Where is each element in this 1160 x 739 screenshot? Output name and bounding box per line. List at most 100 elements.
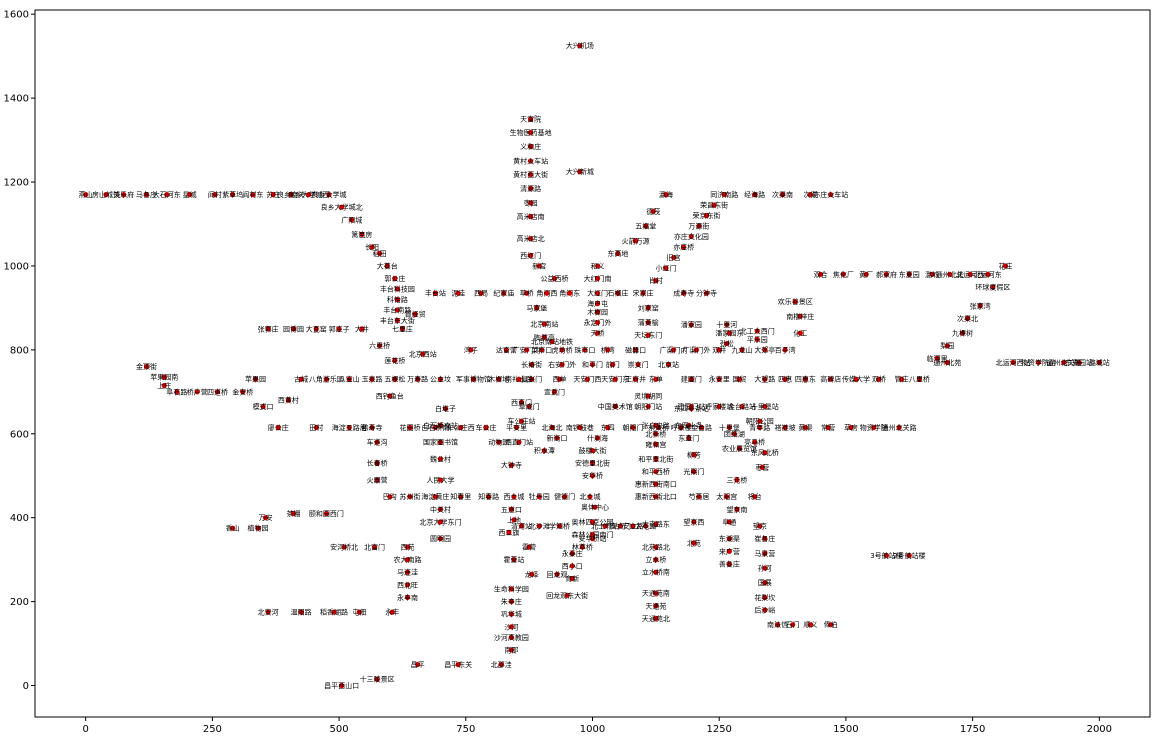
data-point: [374, 676, 380, 682]
point-label: 角门西: [536, 289, 557, 298]
data-point: [458, 494, 464, 500]
data-point: [442, 406, 449, 412]
data-point: [630, 523, 636, 529]
data-point: [653, 557, 659, 563]
point-label: 育新: [565, 574, 579, 583]
point-label: 公益西桥: [540, 274, 568, 283]
point-label: 马泉营: [754, 549, 775, 558]
data-point: [252, 376, 259, 382]
point-label: 东高地: [607, 249, 628, 258]
data-point: [270, 192, 276, 198]
point-label: 十三陵景区: [360, 675, 395, 684]
data-point: [959, 330, 966, 336]
point-label: 西钓鱼台: [376, 392, 404, 401]
data-point: [559, 361, 565, 368]
data-point: [377, 250, 383, 256]
data-point: [394, 317, 400, 324]
point-label: 茶棚: [286, 509, 300, 518]
data-point: [653, 615, 659, 621]
data-point: [678, 424, 684, 431]
point-label: 王府井: [625, 375, 646, 384]
point-label: 望京南: [726, 505, 747, 514]
data-point: [693, 347, 699, 353]
point-label: 右安门外: [548, 360, 576, 369]
data-point: [323, 376, 330, 382]
data-point: [455, 661, 461, 668]
data-point: [240, 389, 246, 395]
data-point: [779, 192, 786, 198]
data-point: [186, 192, 193, 198]
data-point: [802, 424, 808, 431]
point-label: 北新桥: [645, 429, 666, 438]
data-point: [612, 376, 618, 382]
point-label: 白堆子: [435, 404, 456, 413]
data-point: [404, 544, 411, 550]
data-point: [174, 389, 180, 395]
data-point: [536, 494, 542, 500]
point-label: 回龙观: [547, 570, 568, 579]
data-point: [518, 399, 525, 405]
data-point: [194, 389, 200, 395]
point-label: 永丰: [385, 608, 399, 617]
data-point: [285, 397, 292, 403]
point-label: 昌平: [411, 661, 425, 669]
data-point: [143, 192, 150, 198]
point-label: 大望路: [754, 375, 775, 384]
data-point: [762, 376, 768, 382]
point-label: 北运河西站: [996, 358, 1031, 367]
data-point: [645, 319, 651, 326]
data-point: [759, 464, 765, 470]
data-point: [513, 424, 520, 431]
point-label: 北京大学东门: [419, 517, 461, 526]
data-point: [250, 192, 256, 198]
data-point: [716, 403, 722, 410]
data-point: [529, 361, 535, 368]
point-label: 北沙滩: [529, 522, 550, 531]
point-label: 中关村: [430, 505, 451, 514]
data-point: [726, 536, 732, 542]
point-label: 北苑路北: [642, 543, 670, 552]
point-label: 公主坟: [430, 375, 451, 384]
point-label: 天宫院: [520, 115, 541, 124]
data-point: [528, 158, 534, 164]
point-label: 立水桥南: [642, 568, 670, 577]
point-label: 阜成门: [519, 402, 540, 411]
point-label: 大兴机场: [566, 41, 594, 50]
point-label: 次渠北: [957, 314, 978, 323]
data-point: [691, 468, 697, 475]
point-label: 刘家窑: [638, 303, 659, 312]
point-label: 昌平东关: [444, 660, 472, 669]
data-point: [437, 456, 444, 462]
data-point: [508, 599, 515, 605]
x-tick-label: 2000: [1087, 724, 1112, 735]
point-label: 四道桥: [207, 387, 228, 396]
point-label: 车道沟: [367, 438, 388, 447]
point-label: 天通苑南: [642, 589, 670, 598]
data-point: [782, 424, 788, 431]
point-label: 芍药居: [688, 492, 709, 501]
data-point: [389, 609, 395, 615]
data-point: [483, 424, 489, 431]
data-point: [407, 494, 413, 500]
data-point: [536, 263, 542, 269]
data-point: [807, 622, 814, 628]
data-point: [432, 290, 438, 296]
data-point: [511, 494, 517, 500]
point-label: 海淀黄庄: [421, 492, 449, 501]
point-label: 苏庄: [266, 190, 280, 199]
data-point: [828, 622, 834, 628]
data-point: [230, 192, 236, 198]
point-label: 旧宫: [667, 253, 681, 262]
point-label: 阎村: [208, 190, 222, 199]
data-point: [630, 424, 636, 431]
data-point: [762, 347, 768, 353]
point-label: 陶然亭: [534, 333, 555, 342]
y-axis-ticks: 0 200 400 600 800 1000 1200 1400 1600: [4, 10, 35, 692]
point-label: 金台路站: [728, 402, 756, 411]
data-point: [1002, 263, 1009, 269]
data-point: [336, 326, 342, 332]
data-point: [387, 494, 393, 500]
point-label: 惠新西街南口: [635, 480, 677, 489]
data-point: [164, 192, 170, 198]
